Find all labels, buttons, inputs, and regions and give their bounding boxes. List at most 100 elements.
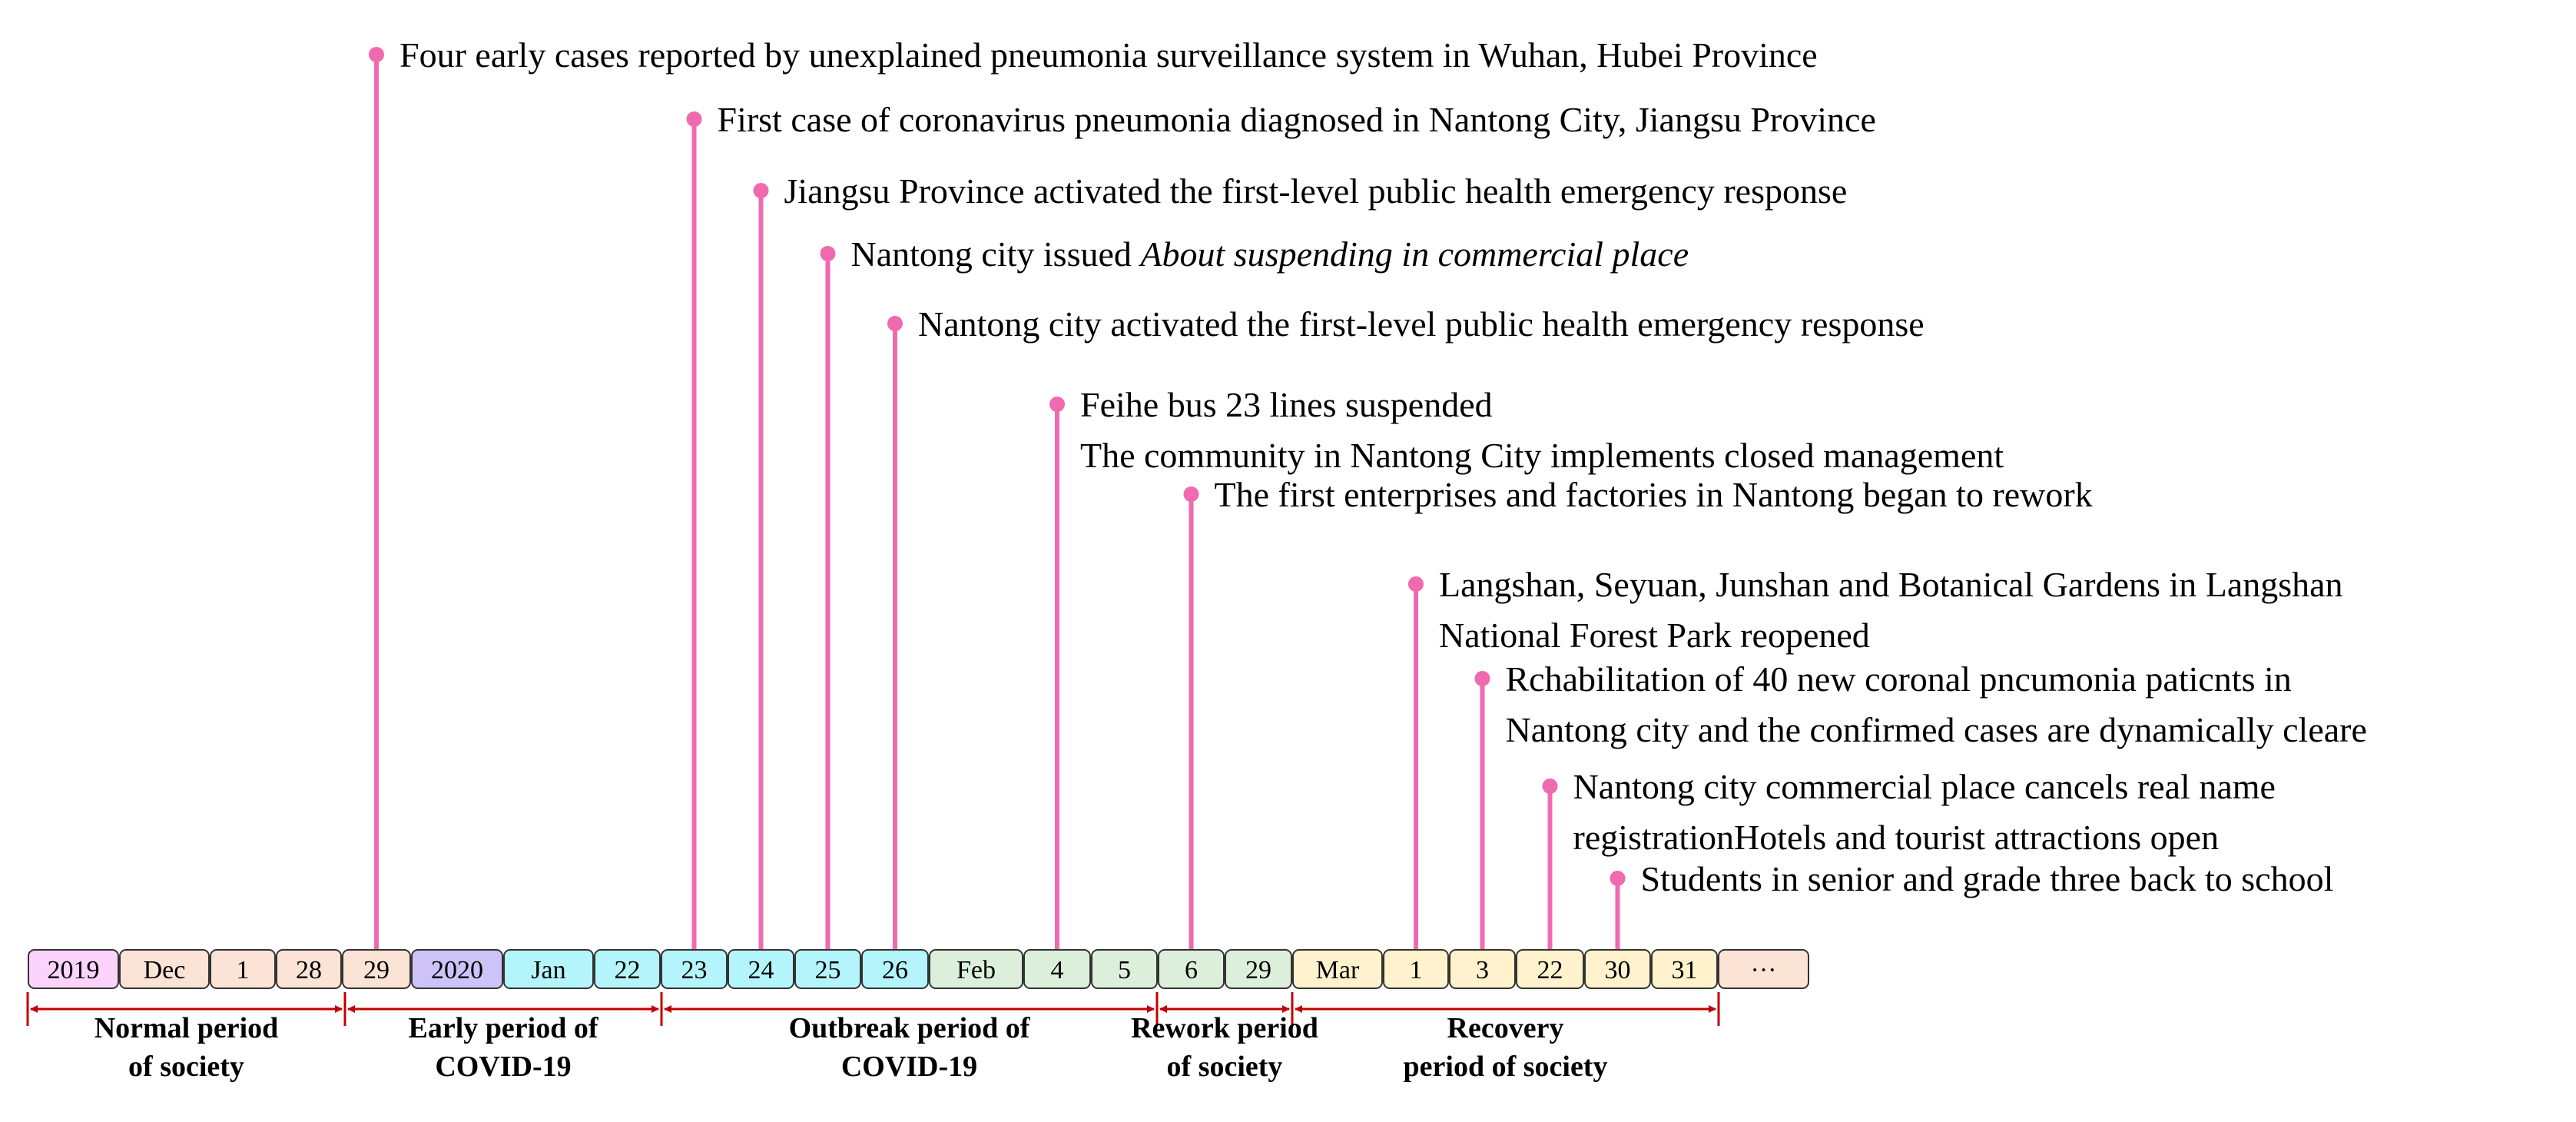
date-cell-box [342, 949, 411, 989]
date-cell: 6 [1158, 949, 1225, 989]
date-cell-box [1292, 949, 1383, 989]
event-dot [820, 246, 836, 261]
date-cell-label: 24 [748, 956, 774, 984]
date-cell-box [1158, 949, 1225, 989]
date-cell: Jan [503, 949, 594, 989]
date-strip: 2019 Dec 1 28 29 2020 Jan 22 23 24 25 26 Feb 4 5 6 29 Mar… [28, 949, 1809, 989]
event-dot [686, 111, 702, 127]
event-dot [1408, 576, 1424, 592]
event-label: National Forest Park reopened [1439, 616, 1870, 655]
date-cell: 28 [276, 949, 342, 989]
event-dot [887, 316, 903, 331]
date-cell: 31 [1651, 949, 1718, 989]
event-label: Four early cases reported by unexplained… [399, 35, 1818, 75]
period-label: of society [1167, 1051, 1283, 1083]
event-label: Langshan, Seyuan, Junshan and Botanical … [1439, 565, 2343, 604]
date-cell-label: 26 [882, 956, 908, 984]
event-label: First case of coronavirus pneumonia diag… [718, 100, 1876, 139]
event-label: Rchabilitation of 40 new coronal pncumon… [1506, 659, 2292, 699]
date-cell: 3 [1449, 949, 1516, 989]
date-cell-label: 1 [1410, 956, 1423, 984]
event-label: Nantong city and the confirmed cases are… [1506, 710, 2367, 749]
date-cell-label: 29 [1245, 956, 1271, 984]
date-cell: 25 [794, 949, 861, 989]
date-cell-box [1225, 949, 1292, 989]
event-labels: Four early cases reported by unexplained… [399, 35, 2367, 898]
date-cell: 29 [342, 949, 411, 989]
date-cell: 22 [594, 949, 661, 989]
event-label: Nantong city issued About suspending in … [851, 234, 1689, 274]
date-cell-box [594, 949, 661, 989]
event-dot [1542, 778, 1558, 794]
date-cell-box [728, 949, 794, 989]
date-cell-label: ··· [1751, 956, 1777, 984]
date-cell-label: 6 [1185, 956, 1198, 984]
date-cell-box [794, 949, 861, 989]
period-label: COVID-19 [841, 1051, 977, 1083]
date-cell-label: 22 [1537, 956, 1563, 984]
event-label: The community in Nantong City implements… [1080, 436, 2004, 475]
date-cell-box [1584, 949, 1651, 989]
event-label: Students in senior and grade three back … [1641, 859, 2334, 898]
period-brackets [26, 992, 1720, 1026]
date-cell: 4 [1023, 949, 1091, 989]
event-stems [369, 47, 1626, 950]
event-label: Jiangsu Province activated the first-lev… [784, 171, 1848, 211]
period-label: COVID-19 [435, 1051, 571, 1083]
date-cell: Feb [929, 949, 1023, 989]
date-cell: Dec [119, 949, 210, 989]
period-label: Recovery [1447, 1012, 1564, 1044]
date-cell-label: 30 [1605, 956, 1631, 984]
event-label: Feihe bus 23 lines suspended [1080, 385, 1493, 424]
date-cell-label: 31 [1672, 956, 1698, 984]
date-cell-box [210, 949, 276, 989]
date-cell-box [661, 949, 728, 989]
date-cell-label: Jan [531, 956, 565, 984]
event-label: Nantong city activated the first-level p… [918, 304, 1925, 344]
date-cell-box [1383, 949, 1449, 989]
date-cell: 1 [210, 949, 276, 989]
date-cell: 29 [1225, 949, 1292, 989]
date-cell-box [929, 949, 1023, 989]
period-label: Early period of [409, 1012, 599, 1044]
date-cell-label: 4 [1051, 956, 1064, 984]
event-label-prefix: Nantong city issued [851, 234, 1141, 274]
event-dot [1474, 671, 1490, 686]
date-cell: Mar [1292, 949, 1383, 989]
date-cell-label: 5 [1118, 956, 1131, 984]
event-dot [1049, 397, 1065, 412]
period-label: Rework period [1131, 1012, 1318, 1044]
date-cell-box [276, 949, 342, 989]
date-cell-label: 23 [681, 956, 708, 984]
date-cell: 26 [861, 949, 929, 989]
date-cell: 2020 [411, 949, 503, 989]
event-dot [1183, 486, 1199, 502]
date-cell-box [503, 949, 594, 989]
date-cell-box [1023, 949, 1091, 989]
date-cell: 2019 [28, 949, 119, 989]
date-cell-box [119, 949, 210, 989]
date-cell-box [1516, 949, 1584, 989]
period-label: period of society [1404, 1051, 1608, 1083]
event-label: The first enterprises and factories in N… [1215, 475, 2093, 514]
date-cell: 30 [1584, 949, 1651, 989]
date-cell-label: Dec [144, 956, 186, 984]
period-label: Outbreak period of [789, 1012, 1031, 1044]
period-label: of society [128, 1051, 244, 1083]
date-cell: 22 [1516, 949, 1584, 989]
date-cell-box [861, 949, 929, 989]
date-cell-box [1651, 949, 1718, 989]
date-cell-label: 2020 [431, 956, 483, 984]
date-cell-label: 2019 [48, 956, 100, 984]
date-cell-label: Feb [956, 956, 996, 984]
event-dot [753, 183, 769, 198]
event-dot [1610, 871, 1626, 886]
date-cell: 24 [728, 949, 794, 989]
date-cell-box [1718, 949, 1809, 989]
date-cell: 1 [1383, 949, 1449, 989]
date-cell-label: 25 [815, 956, 841, 984]
date-cell: 5 [1091, 949, 1158, 989]
event-label: Nantong city commercial place cancels re… [1573, 767, 2276, 806]
